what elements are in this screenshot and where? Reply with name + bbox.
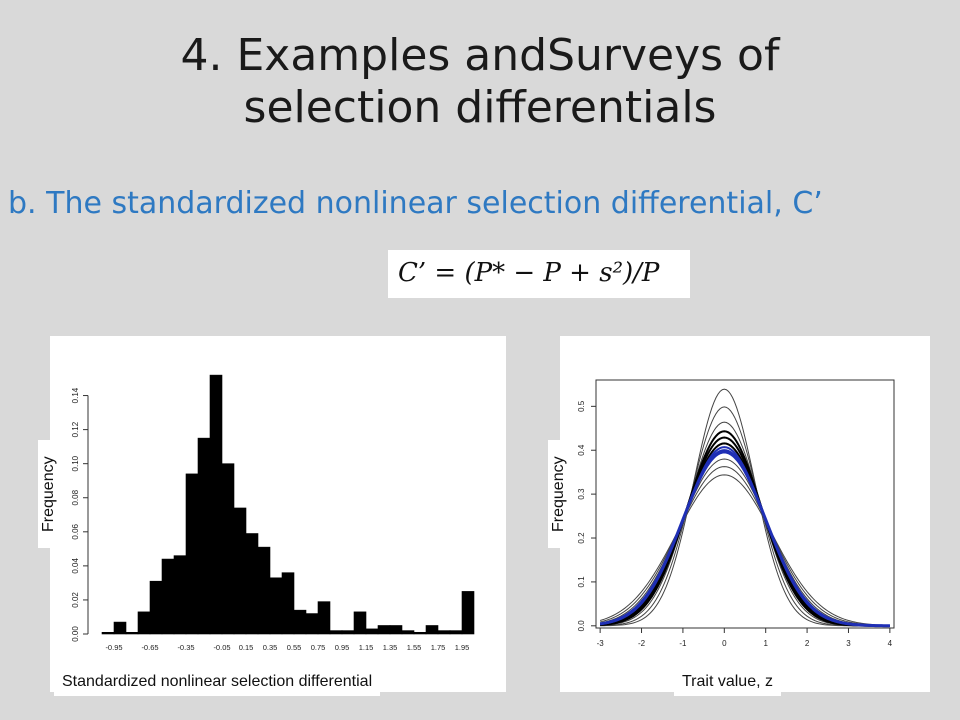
density-x-tick-label: -2	[638, 639, 646, 648]
density-x-tick-label: 2	[805, 639, 810, 648]
density-plot-frame	[595, 379, 895, 629]
histogram-y-tick-label: 0.06	[71, 523, 80, 539]
histogram-bar	[353, 611, 367, 635]
histogram-bar	[305, 613, 319, 635]
density-x-tick-label: 3	[846, 639, 851, 648]
histogram-x-tick-label: 1.75	[431, 643, 446, 652]
histogram-y-tick-label: 0.08	[71, 489, 80, 505]
title-line-2: selection differentials	[243, 82, 717, 133]
histogram-bar	[341, 630, 355, 635]
histogram-bar	[233, 507, 247, 635]
histogram-bar	[149, 580, 163, 635]
density-x-tick-label: -3	[597, 639, 605, 648]
histogram-panel: 0.00 0.02 0.04 0.06 0.08 0.10 0.12 0.14 -0.95 -0.…	[50, 336, 506, 692]
histogram-bar	[365, 628, 379, 635]
histogram-x-tick-label: -0.35	[177, 643, 194, 652]
histogram-bar	[221, 463, 235, 635]
histogram-bar	[245, 533, 259, 635]
histogram-bar	[401, 630, 415, 635]
histogram-x-tick-label: -0.95	[105, 643, 122, 652]
density-y-tick-label: 0.5	[577, 400, 586, 412]
density-y-tick-label: 0.3	[577, 488, 586, 500]
histogram-x-tick-label: 1.95	[455, 643, 470, 652]
density-series-line	[600, 466, 890, 627]
histogram-bar	[209, 374, 223, 635]
histogram-y-tick-label: 0.00	[71, 626, 80, 642]
histogram-bar	[101, 631, 115, 635]
density-x-tick-label: 4	[888, 639, 893, 648]
density-y-tick-label: 0.1	[577, 576, 586, 588]
histogram-x-tick-label: -0.65	[141, 643, 158, 652]
density-series-line	[599, 474, 890, 626]
histogram-x-tick-label: 0.55	[287, 643, 302, 652]
histogram-x-tick-label: 1.35	[383, 643, 398, 652]
density-y-tick-label: 0.2	[577, 532, 586, 544]
histogram-bar	[461, 591, 475, 635]
histogram-chart: 0.00 0.02 0.04 0.06 0.08 0.10 0.12 0.14 -0.95 -0.…	[71, 374, 475, 652]
density-x-tick-label: 0	[722, 639, 727, 648]
histogram-bar	[437, 630, 451, 635]
density-y-label: Frequency	[548, 440, 572, 548]
slide-subtitle: b. The standardized nonlinear selection …	[8, 186, 823, 221]
histogram-bar	[377, 625, 391, 635]
histogram-y-tick-label: 0.12	[71, 421, 80, 437]
histogram-bar	[113, 621, 127, 635]
histogram-bar	[317, 601, 331, 635]
density-chart: 0.0 0.1 0.2 0.3 0.4 0.5 -3 -2 -1 0 1 2 3 4	[577, 379, 895, 648]
histogram-bar	[197, 437, 211, 635]
density-x-label: Trait value, z	[674, 668, 781, 696]
histogram-bar	[137, 611, 151, 635]
title-line-1: 4. Examples andSurveys of	[180, 30, 780, 81]
histogram-y-tick-label: 0.04	[71, 558, 80, 574]
histogram-bar	[293, 609, 307, 635]
histogram-x-label: Standardized nonlinear selection differe…	[54, 668, 381, 696]
density-panel: 0.0 0.1 0.2 0.3 0.4 0.5 -3 -2 -1 0 1 2 3 4	[560, 336, 930, 692]
density-x-tick-label: -1	[679, 639, 687, 648]
density-x-tick-label: 1	[763, 639, 768, 648]
histogram-x-tick-label: 1.55	[407, 643, 422, 652]
histogram-bar	[281, 572, 295, 635]
histogram-x-tick-label: -0.05	[213, 643, 230, 652]
histogram-y-tick-label: 0.14	[71, 387, 80, 403]
histogram-x-tick-label: 0.75	[311, 643, 326, 652]
slide-title: 4. Examples andSurveys of selection diff…	[0, 30, 960, 134]
histogram-y-tick-label: 0.10	[71, 455, 80, 471]
histogram-y-label: Frequency	[38, 440, 62, 548]
formula-box: C’ = (P* − P + s²)/P	[388, 250, 690, 298]
density-y-tick-label: 0.4	[577, 444, 586, 456]
histogram-bar	[329, 630, 343, 635]
histogram-y-tick-label: 0.02	[71, 592, 80, 608]
histogram-bar	[257, 546, 271, 635]
histogram-bar	[449, 630, 463, 635]
histogram-bar	[425, 625, 439, 635]
histogram-bar	[125, 631, 139, 635]
histogram-bar	[413, 631, 427, 635]
histogram-x-tick-label: 0.15	[239, 643, 254, 652]
histogram-bar	[389, 625, 403, 635]
density-y-tick-label: 0.0	[577, 620, 586, 632]
histogram-bar	[185, 473, 199, 635]
density-series-line	[600, 388, 890, 627]
histogram-x-tick-label: 1.15	[359, 643, 374, 652]
density-series-line	[599, 449, 890, 628]
histogram-bar	[173, 555, 187, 635]
histogram-x-tick-label: 0.95	[335, 643, 350, 652]
histogram-x-tick-label: 0.35	[263, 643, 278, 652]
histogram-bar	[269, 577, 283, 635]
histogram-bar	[161, 558, 175, 635]
